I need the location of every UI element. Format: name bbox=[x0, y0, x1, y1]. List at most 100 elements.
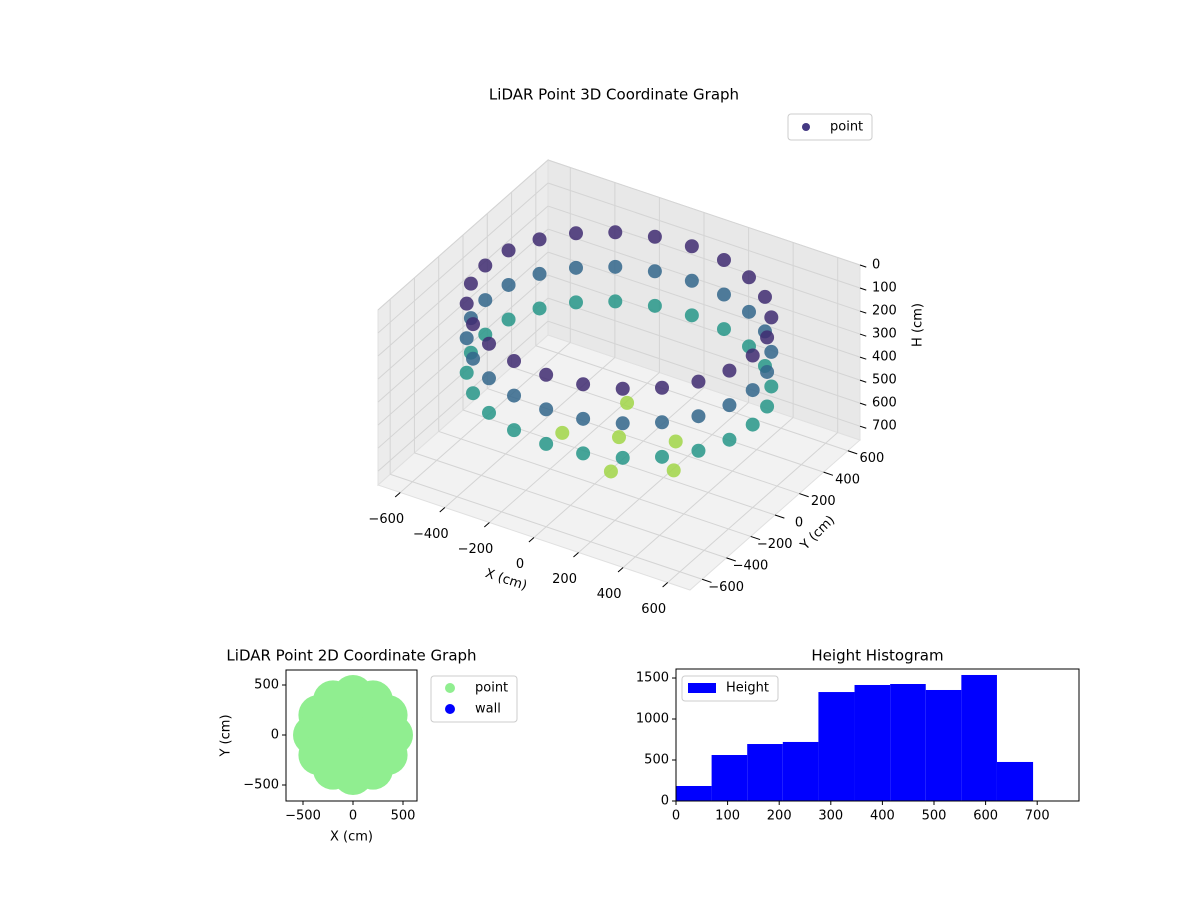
legend-marker bbox=[445, 683, 455, 693]
x-tick-label: −600 bbox=[368, 512, 404, 527]
chart-title: Height Histogram bbox=[811, 647, 943, 665]
y-tick-label: −400 bbox=[733, 558, 769, 573]
x-tick-label: 200 bbox=[767, 809, 792, 824]
legend-box bbox=[787, 113, 873, 141]
z-tick bbox=[859, 310, 867, 314]
point bbox=[608, 259, 623, 274]
point bbox=[612, 430, 626, 445]
legend-box bbox=[681, 675, 779, 702]
y-tick bbox=[774, 514, 785, 519]
y-tick-label: 0 bbox=[795, 516, 803, 531]
axes-frame bbox=[675, 668, 1080, 802]
y-tick-label: 500 bbox=[254, 678, 279, 693]
z-axis-label: H (cm) bbox=[911, 303, 926, 347]
y-tick-label: 1000 bbox=[636, 712, 669, 727]
bar bbox=[782, 741, 819, 801]
point bbox=[722, 398, 737, 413]
point bbox=[568, 226, 583, 241]
point bbox=[532, 266, 547, 281]
point bbox=[576, 411, 591, 426]
y-tick-label: 500 bbox=[644, 753, 669, 768]
point bbox=[568, 295, 583, 310]
grid-line bbox=[389, 473, 703, 580]
z-tick bbox=[859, 287, 867, 291]
point bbox=[555, 425, 570, 440]
grid-line bbox=[377, 251, 549, 403]
bar bbox=[925, 689, 962, 801]
point bbox=[466, 386, 481, 401]
legend-label: Height bbox=[726, 681, 769, 696]
z-tick-label: 300 bbox=[872, 327, 897, 342]
y-tick bbox=[823, 471, 834, 476]
point bbox=[507, 423, 522, 438]
y-tick-label: 400 bbox=[835, 473, 860, 488]
z-tick-label: 0 bbox=[872, 258, 880, 273]
grid-line bbox=[547, 159, 861, 266]
z-tick-label: 600 bbox=[872, 396, 897, 411]
grid-line bbox=[535, 345, 849, 452]
x-tick-label: 0 bbox=[349, 809, 357, 824]
point bbox=[608, 294, 623, 309]
y-tick bbox=[726, 557, 736, 562]
legend-label: point bbox=[830, 120, 863, 135]
legend-label: wall bbox=[475, 702, 501, 717]
point bbox=[459, 365, 474, 380]
y-tick bbox=[847, 450, 858, 455]
x-tick-label: 0 bbox=[672, 809, 680, 824]
point bbox=[466, 317, 481, 332]
y-tick-label: 1500 bbox=[636, 671, 669, 686]
point bbox=[742, 270, 756, 285]
point bbox=[615, 381, 630, 396]
grid-line bbox=[377, 274, 549, 426]
point bbox=[691, 374, 706, 389]
point bbox=[539, 436, 554, 451]
point bbox=[478, 258, 493, 273]
point bbox=[501, 243, 516, 258]
y-tick-label: −600 bbox=[708, 580, 744, 595]
point bbox=[745, 348, 760, 363]
point bbox=[655, 415, 670, 430]
y-tick-label: 600 bbox=[859, 451, 884, 466]
point bbox=[722, 432, 737, 447]
point bbox=[615, 450, 630, 465]
point bbox=[655, 449, 670, 464]
y-tick bbox=[701, 578, 712, 583]
x-tick bbox=[617, 567, 624, 573]
y-tick bbox=[799, 493, 809, 498]
x-tick bbox=[439, 507, 446, 513]
grid-line bbox=[547, 205, 861, 312]
bar bbox=[747, 744, 783, 801]
grid-line bbox=[547, 297, 861, 404]
point bbox=[615, 416, 630, 431]
point bbox=[459, 296, 474, 311]
bar bbox=[996, 761, 1034, 801]
grid-line bbox=[414, 452, 727, 559]
y-tick-label: 200 bbox=[811, 494, 836, 509]
point bbox=[501, 277, 516, 292]
point bbox=[666, 463, 681, 478]
y-tick-label: −200 bbox=[757, 537, 793, 552]
x-tick-label: 700 bbox=[1025, 809, 1050, 824]
x-axis-label: X (cm) bbox=[330, 830, 373, 845]
bar bbox=[890, 684, 926, 801]
point bbox=[716, 253, 731, 268]
grid-line bbox=[377, 159, 549, 311]
point bbox=[716, 322, 731, 337]
point bbox=[668, 434, 683, 449]
z-tick bbox=[859, 379, 867, 383]
x-tick bbox=[394, 492, 401, 498]
x-tick-label: −200 bbox=[458, 542, 494, 557]
point bbox=[459, 331, 474, 346]
z-tick bbox=[859, 402, 867, 406]
legend-swatch bbox=[688, 683, 716, 693]
x-tick-label: 400 bbox=[597, 587, 622, 602]
chart-title: LiDAR Point 3D Coordinate Graph bbox=[489, 86, 739, 104]
grid-line bbox=[377, 205, 549, 357]
point bbox=[745, 383, 760, 398]
point bbox=[764, 310, 779, 325]
bar bbox=[711, 755, 748, 801]
point bbox=[684, 273, 699, 288]
point bbox=[507, 388, 522, 403]
x-tick-label: 100 bbox=[715, 809, 740, 824]
